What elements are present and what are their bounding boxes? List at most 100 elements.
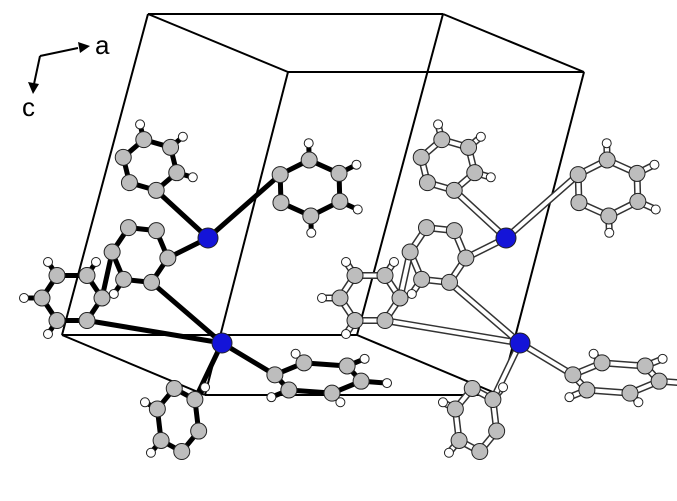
carbon-atom — [136, 132, 152, 148]
carbon-atom — [94, 290, 110, 306]
carbon-atom — [149, 401, 165, 417]
carbon-atom — [571, 195, 587, 211]
carbon-atom — [446, 223, 462, 239]
carbon-atom — [402, 244, 418, 260]
hydrogen-atom — [146, 448, 155, 457]
carbon-atom — [451, 432, 467, 448]
carbon-atom — [489, 423, 505, 439]
hydrogen-atom — [602, 139, 611, 148]
carbon-atom — [629, 165, 645, 181]
carbon-atom — [353, 373, 369, 389]
nitrogen-atom — [212, 333, 232, 353]
nitrogen-atom — [510, 333, 530, 353]
carbon-atom — [267, 367, 283, 383]
hydrogen-atom — [499, 383, 508, 392]
carbon-atom — [115, 149, 131, 165]
carbon-atom — [148, 182, 164, 198]
hydrogen-atom — [109, 289, 118, 298]
carbon-atom — [79, 313, 95, 329]
nitrogen-atom — [496, 228, 516, 248]
carbon-atom — [104, 244, 120, 260]
carbon-atom — [447, 401, 463, 417]
hydrogen-atom — [201, 383, 210, 392]
carbon-atom — [153, 432, 169, 448]
carbon-atom — [272, 167, 288, 183]
carbon-atom — [347, 313, 363, 329]
hydrogen-atom — [605, 228, 614, 237]
hydrogen-atom — [342, 330, 351, 339]
carbon-atom — [332, 290, 348, 306]
carbon-atom — [472, 444, 488, 460]
carbon-atom — [442, 274, 458, 290]
carbon-atom — [324, 385, 340, 401]
carbon-atom — [174, 444, 190, 460]
carbon-atom — [49, 313, 65, 329]
carbon-atom — [339, 358, 355, 374]
hydrogen-atom — [565, 393, 574, 402]
hydrogen-atom — [140, 398, 149, 407]
carbon-atom — [413, 149, 429, 165]
carbon-atom — [273, 195, 289, 211]
hydrogen-atom — [92, 257, 101, 266]
carbon-atom — [34, 290, 50, 306]
carbon-atom — [331, 165, 347, 181]
hydrogen-atom — [651, 205, 660, 214]
hydrogen-atom — [650, 160, 659, 169]
carbon-atom — [281, 382, 297, 398]
carbon-atom — [622, 385, 638, 401]
carbon-atom — [377, 267, 393, 283]
carbon-atom — [160, 250, 176, 266]
hydrogen-atom — [353, 205, 362, 214]
hydrogen-atom — [438, 398, 447, 407]
carbon-atom — [570, 167, 586, 183]
nitrogen-atom — [198, 228, 218, 248]
carbon-atom — [121, 175, 137, 191]
carbon-atom — [565, 367, 581, 383]
carbon-atom — [187, 392, 203, 408]
hydrogen-atom — [360, 354, 369, 363]
carbon-atom — [148, 223, 164, 239]
carbon-atom — [464, 380, 480, 396]
carbon-atom — [79, 267, 95, 283]
carbon-atom — [191, 423, 207, 439]
axis-label-a: a — [95, 30, 110, 60]
carbon-atom — [144, 274, 160, 290]
hydrogen-atom — [352, 160, 361, 169]
hydrogen-atom — [434, 120, 443, 129]
carbon-atom — [467, 165, 483, 181]
hydrogen-atom — [178, 132, 187, 141]
hydrogen-atom — [476, 132, 485, 141]
carbon-atom — [116, 271, 132, 287]
carbon-atom — [49, 267, 65, 283]
carbon-atom — [485, 392, 501, 408]
hydrogen-atom — [658, 354, 667, 363]
hydrogen-atom — [304, 139, 313, 148]
carbon-atom — [347, 267, 363, 283]
hydrogen-atom — [486, 173, 495, 182]
carbon-atom — [579, 382, 595, 398]
hydrogen-atom — [390, 257, 399, 266]
hydrogen-atom — [444, 448, 453, 457]
crystal-packing-figure: a c — [0, 0, 677, 501]
hydrogen-atom — [267, 393, 276, 402]
hydrogen-atom — [342, 257, 351, 266]
hydrogen-atom — [307, 228, 316, 237]
carbon-atom — [637, 358, 653, 374]
carbon-atom — [630, 193, 646, 209]
carbon-atom — [414, 271, 430, 287]
carbon-atom — [601, 208, 617, 224]
carbon-atom — [332, 193, 348, 209]
carbon-atom — [166, 380, 182, 396]
carbon-atom — [163, 139, 179, 155]
carbon-atom — [434, 132, 450, 148]
carbon-atom — [458, 250, 474, 266]
hydrogen-atom — [318, 294, 327, 303]
carbon-atom — [296, 355, 312, 371]
carbon-atom — [446, 182, 462, 198]
carbon-atom — [651, 373, 667, 389]
carbon-atom — [594, 355, 610, 371]
hydrogen-atom — [44, 330, 53, 339]
carbon-atom — [418, 220, 434, 236]
hydrogen-atom — [382, 379, 391, 388]
background — [0, 0, 677, 501]
